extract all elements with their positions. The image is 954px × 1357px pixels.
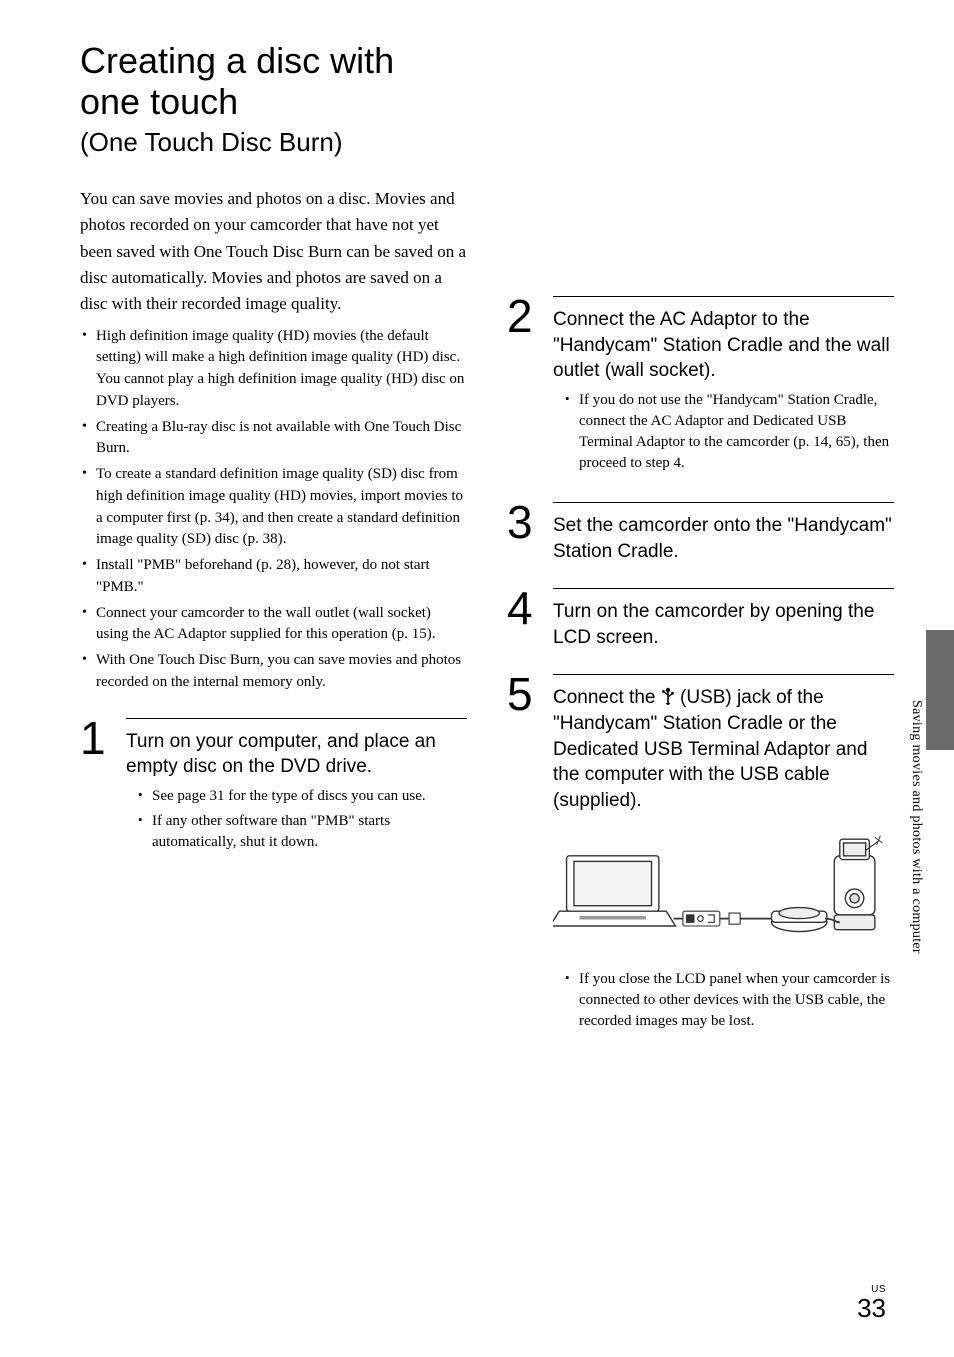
left-column: You can save movies and photos on a disc… bbox=[80, 186, 467, 1036]
step-sub-list: If you do not use the "Handycam" Station… bbox=[553, 390, 894, 474]
page-footer: US 33 bbox=[857, 1284, 886, 1321]
step-sub-bullet: If any other software than "PMB" starts … bbox=[152, 811, 467, 853]
intro-bullet: To create a standard definition image qu… bbox=[96, 464, 467, 551]
intro-bullet: High definition image quality (HD) movie… bbox=[96, 326, 467, 413]
step-number: 4 bbox=[507, 588, 541, 650]
step-heading: Set the camcorder onto the "Handycam" St… bbox=[553, 513, 894, 564]
intro-paragraph: You can save movies and photos on a disc… bbox=[80, 186, 467, 318]
intro-bullet: Install "PMB" beforehand (p. 28), howeve… bbox=[96, 555, 467, 599]
title-line-2: one touch bbox=[80, 81, 238, 122]
intro-bullet: With One Touch Disc Burn, you can save m… bbox=[96, 650, 467, 694]
step-body: Turn on the camcorder by opening the LCD… bbox=[553, 588, 894, 650]
step-sub-bullet: If you do not use the "Handycam" Station… bbox=[579, 390, 894, 474]
step-sub-bullet: See page 31 for the type of discs you ca… bbox=[152, 786, 467, 807]
side-tab bbox=[926, 630, 954, 750]
step-1: 1 Turn on your computer, and place an em… bbox=[80, 718, 467, 857]
step-heading-pre: Connect the bbox=[553, 687, 661, 708]
step-sub-list: If you close the LCD panel when your cam… bbox=[553, 969, 894, 1032]
step-2: 2 Connect the AC Adaptor to the "Handyca… bbox=[507, 296, 894, 478]
step-heading: Connect the AC Adaptor to the "Handycam"… bbox=[553, 307, 894, 384]
right-column: 2 Connect the AC Adaptor to the "Handyca… bbox=[507, 186, 894, 1036]
intro-bullet: Creating a Blu-ray disc is not available… bbox=[96, 417, 467, 461]
side-section-label: Saving movies and photos with a computer bbox=[908, 700, 924, 954]
step-body: Turn on your computer, and place an empt… bbox=[126, 718, 467, 857]
intro-bullet: Connect your camcorder to the wall outle… bbox=[96, 603, 467, 647]
step-number: 5 bbox=[507, 674, 541, 1035]
step-body: Set the camcorder onto the "Handycam" St… bbox=[553, 502, 894, 564]
connection-diagram bbox=[553, 830, 894, 950]
step-heading: Turn on your computer, and place an empt… bbox=[126, 729, 467, 780]
step-heading: Turn on the camcorder by opening the LCD… bbox=[553, 599, 894, 650]
step-body: Connect the (USB) jack of the "Handycam"… bbox=[553, 674, 894, 1035]
step-number: 3 bbox=[507, 502, 541, 564]
step-sub-list: See page 31 for the type of discs you ca… bbox=[126, 786, 467, 853]
step-5: 5 Connect the (USB) jack of the "Handyca… bbox=[507, 674, 894, 1035]
step-number: 2 bbox=[507, 296, 541, 478]
footer-page-number: 33 bbox=[857, 1295, 886, 1321]
page-subtitle: (One Touch Disc Burn) bbox=[80, 127, 894, 158]
step-number: 1 bbox=[80, 718, 114, 857]
usb-icon bbox=[661, 687, 675, 705]
step-sub-bullet: If you close the LCD panel when your cam… bbox=[579, 969, 894, 1032]
step-4: 4 Turn on the camcorder by opening the L… bbox=[507, 588, 894, 650]
step-body: Connect the AC Adaptor to the "Handycam"… bbox=[553, 296, 894, 478]
title-line-1: Creating a disc with bbox=[80, 40, 394, 81]
step-3: 3 Set the camcorder onto the "Handycam" … bbox=[507, 502, 894, 564]
page-title: Creating a disc with one touch bbox=[80, 40, 894, 123]
intro-bullet-list: High definition image quality (HD) movie… bbox=[80, 326, 467, 694]
step-heading: Connect the (USB) jack of the "Handycam"… bbox=[553, 685, 894, 813]
